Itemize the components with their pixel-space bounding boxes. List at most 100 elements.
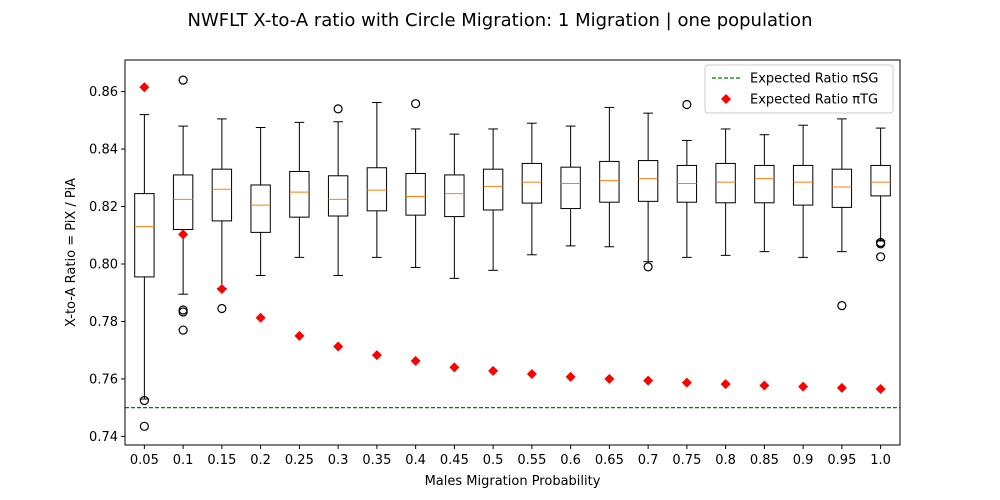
iqr-box	[211, 168, 233, 222]
boxplot-0.85	[754, 134, 775, 253]
boxplot-0.95	[831, 118, 853, 311]
boxplot-1.0	[870, 127, 891, 262]
expected-ratio-tg-marker	[371, 350, 382, 361]
expected-ratio-tg-marker	[255, 312, 266, 323]
expected-ratio-tg-marker	[798, 381, 809, 392]
expected-ratio-tg-marker	[720, 379, 731, 390]
expected-ratio-tg-marker	[410, 355, 421, 366]
expected-ratio-tg-marker	[526, 369, 537, 380]
boxplot-0.65	[599, 106, 620, 248]
iqr-box	[327, 175, 349, 217]
iqr-box	[599, 160, 620, 203]
x-tick-label: 0.45	[440, 453, 469, 468]
y-tick-label: 0.76	[89, 372, 118, 387]
legend-box	[704, 64, 894, 114]
legend-label-sg: Expected Ratio πSG	[750, 72, 878, 87]
boxplot-0.7	[637, 112, 659, 272]
expected-ratio-tg-marker	[294, 330, 305, 341]
boxplot-0.05	[134, 114, 155, 431]
iqr-box	[289, 170, 310, 218]
iqr-box	[792, 164, 814, 206]
outlier-point	[876, 239, 886, 249]
x-tick-label: 0.85	[750, 453, 779, 468]
iqr-box	[521, 162, 543, 204]
plot-area	[125, 60, 900, 445]
chart-title: NWFLT X-to-A ratio with Circle Migration…	[188, 10, 813, 31]
x-tick-label: 0.35	[362, 453, 391, 468]
expected-ratio-tg-marker	[604, 373, 615, 384]
expected-ratio-tg-marker	[875, 383, 886, 394]
x-tick-label: 0.4	[405, 453, 426, 468]
outlier-point	[178, 325, 188, 335]
iqr-box	[444, 174, 465, 218]
boxplot-0.25	[289, 121, 310, 258]
iqr-box	[637, 160, 659, 202]
y-tick-label: 0.82	[89, 200, 118, 215]
boxplot-0.4	[405, 99, 426, 268]
outlier-point	[178, 307, 188, 317]
outlier-point	[217, 303, 227, 314]
iqr-box	[870, 164, 891, 197]
x-tick-label: 0.15	[207, 453, 236, 468]
legend: Expected Ratio πSG Expected Ratio πTG	[704, 64, 894, 114]
outlier-point	[178, 75, 188, 85]
iqr-box	[405, 172, 426, 216]
x-tick-label: 0.95	[827, 453, 856, 468]
x-tick-label: 1.0	[870, 453, 891, 468]
boxplot-0.45	[444, 133, 465, 279]
x-tick-label: 0.2	[250, 453, 271, 468]
expected-ratio-tg-marker	[178, 229, 189, 240]
boxplot-0.8	[715, 128, 736, 256]
outlier-point	[411, 99, 421, 109]
outlier-point	[139, 395, 149, 406]
axes-layer: 0.74 0.76 0.78 0.80 0.82 0.84 0.86 0.05 0.1 0.15 0…	[89, 85, 891, 468]
boxplot-0.3	[327, 104, 349, 276]
x-tick-label: 0.65	[595, 453, 624, 468]
boxplot-0.6	[560, 125, 581, 247]
y-tick-label: 0.80	[89, 257, 118, 272]
iqr-box	[560, 166, 581, 210]
outlier-point	[682, 99, 692, 110]
iqr-box	[482, 168, 504, 211]
expected-ratio-tg-marker	[643, 375, 654, 386]
iqr-box	[715, 162, 736, 204]
y-axis-label: X-to-A Ratio = PiX / PiA	[64, 178, 79, 327]
boxplot-0.2	[250, 127, 271, 276]
outlier-point	[643, 262, 653, 272]
iqr-box	[754, 164, 775, 204]
legend-marker-sample	[721, 94, 731, 104]
iqr-box	[831, 168, 853, 208]
x-axis-label: Males Migration Probability	[425, 474, 601, 489]
boxplot-0.75	[676, 99, 698, 258]
expected-ratio-tg-marker	[449, 362, 460, 373]
y-tick-label: 0.74	[89, 430, 118, 445]
expected-ratio-tg-marker	[565, 371, 576, 382]
x-tick-label: 0.05	[130, 453, 159, 468]
x-tick-label: 0.8	[715, 453, 736, 468]
boxplot-0.1	[172, 75, 194, 335]
expected-ratio-tg-marker	[216, 283, 227, 294]
x-tick-label: 0.3	[328, 453, 349, 468]
expected-ratio-tg-marker	[759, 380, 770, 391]
boxplot-0.9	[792, 124, 814, 258]
expected-ratio-tg-marker	[836, 382, 847, 393]
boxplot-0.5	[482, 128, 504, 271]
x-tick-label: 0.1	[173, 453, 194, 468]
x-tick-label: 0.6	[560, 453, 581, 468]
outlier-point	[333, 104, 343, 114]
iqr-box	[250, 184, 271, 233]
x-tick-label: 0.9	[793, 453, 814, 468]
expected-ratio-tg-marker	[139, 82, 150, 93]
iqr-box	[366, 167, 388, 212]
y-tick-label: 0.86	[89, 85, 118, 100]
plot-frame	[124, 59, 901, 446]
y-tick-label: 0.84	[89, 143, 118, 158]
expected-ratio-tg-marker	[333, 341, 344, 352]
outlier-point	[837, 301, 847, 311]
outlier-point	[139, 421, 149, 431]
y-tick-label: 0.78	[89, 315, 118, 330]
boxplot-0.35	[366, 102, 388, 258]
expected-ratio-tg-marker	[681, 377, 692, 388]
x-tick-label: 0.5	[483, 453, 504, 468]
x-tick-label: 0.7	[638, 453, 659, 468]
